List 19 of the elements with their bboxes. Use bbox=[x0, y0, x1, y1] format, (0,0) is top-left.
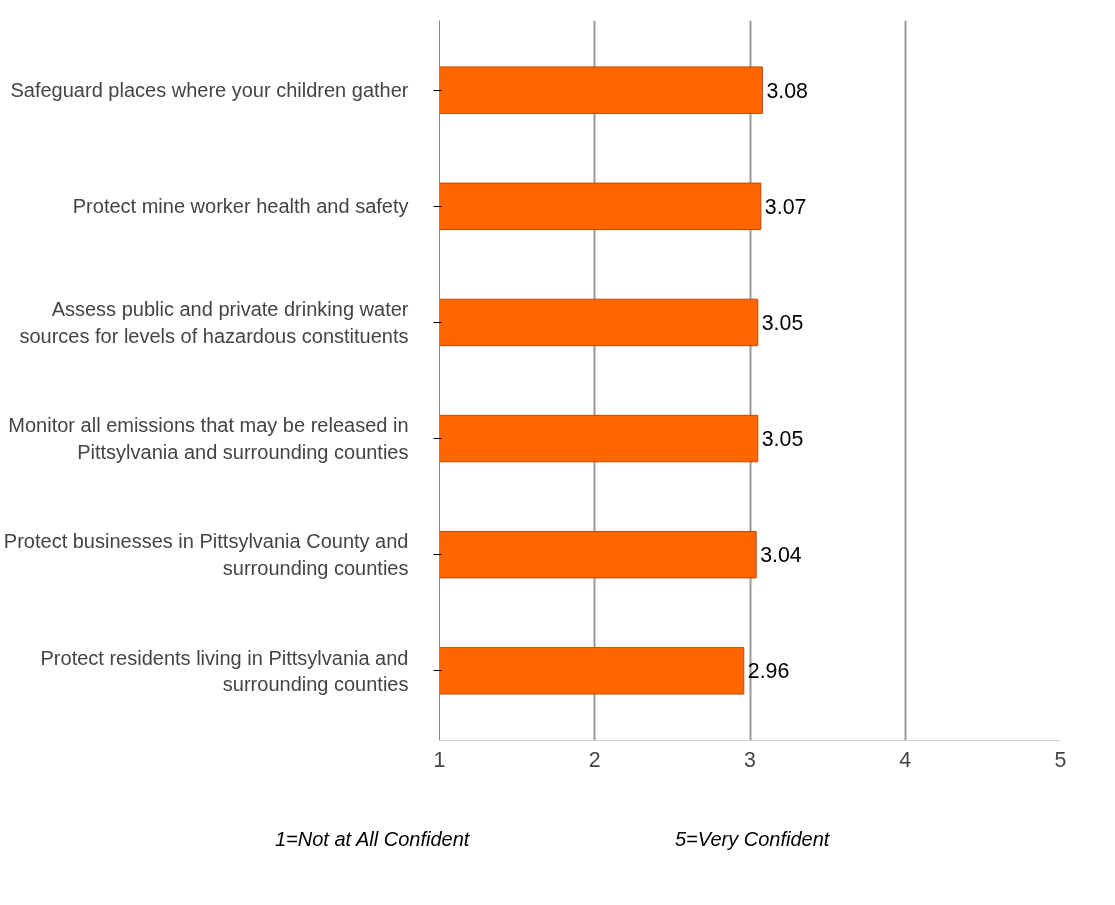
x-tick-label: 3 bbox=[744, 747, 756, 772]
data-label: 3.04 bbox=[760, 543, 802, 568]
data-label: 3.07 bbox=[764, 194, 807, 219]
text: 1=Not at All Confident bbox=[275, 827, 470, 852]
y-tick-label: Monitor all emissions that may be released in Pittsylvania and surrounding counties bbox=[8, 414, 409, 463]
y-tick-label: Protect mine worker health and safety bbox=[72, 195, 409, 218]
x-tick-label: 5 bbox=[1054, 747, 1067, 772]
data-label: 3.08 bbox=[766, 78, 808, 103]
y-tick-label: Assess public and private drinking water sources for levels of hazardous constituents bbox=[19, 298, 409, 347]
data-label: 3.05 bbox=[761, 427, 804, 452]
text: 5=Very Confident bbox=[675, 827, 830, 852]
y-tick-label: Protect businesses in Pittsylvania County and surrounding counties bbox=[3, 530, 409, 579]
x-tick-label: 2 bbox=[588, 747, 601, 772]
data-label: 3.05 bbox=[761, 310, 804, 335]
y-tick-label: Protect residents living in Pittsylvania and surrounding counties bbox=[40, 646, 409, 696]
x-tick-label: 4 bbox=[899, 747, 912, 772]
data-label: 2.96 bbox=[747, 659, 790, 684]
y-tick-label: Safeguard places where your children gather bbox=[10, 79, 409, 102]
x-tick-label: 1 bbox=[433, 747, 446, 772]
